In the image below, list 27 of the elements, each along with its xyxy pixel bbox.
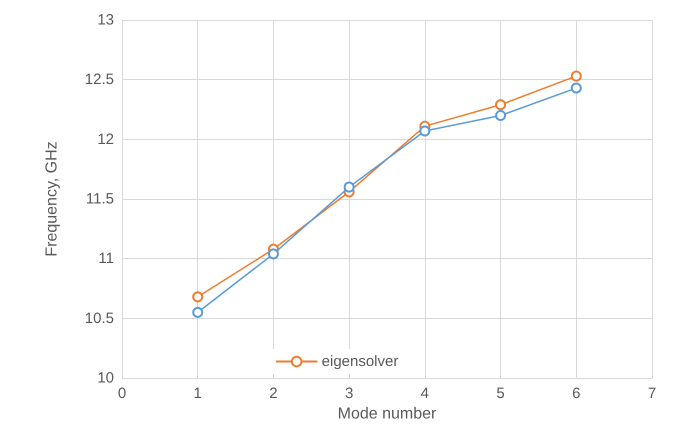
x-axis-title: Mode number	[338, 405, 438, 422]
point	[495, 99, 506, 110]
point	[495, 110, 506, 121]
y-axis-title: Frequency, GHz	[44, 141, 60, 257]
point	[344, 182, 355, 193]
point	[192, 291, 204, 302]
y-tick-label: 13	[97, 12, 114, 28]
x-tick-label: 0	[118, 385, 126, 402]
point	[268, 248, 279, 260]
point	[419, 125, 430, 136]
x-tick-label: 6	[572, 385, 580, 402]
point	[192, 306, 204, 318]
y-tick-label: 11	[98, 250, 114, 268]
x-tick-label: 5	[496, 385, 505, 402]
y-tick-label: 12	[97, 130, 114, 148]
x-tick-label: 1	[194, 385, 202, 402]
x-tick-label: 3	[344, 385, 354, 402]
y-tick-label: 11.5	[86, 190, 114, 208]
legend-label: eigensolver	[322, 353, 398, 370]
point	[570, 70, 582, 82]
x-tick-label: 4	[420, 385, 430, 402]
point	[570, 82, 582, 94]
y-tick-label: 10.5	[84, 310, 114, 327]
x-tick-label: 2	[269, 385, 278, 402]
y-tick-label: 12.5	[84, 71, 114, 88]
x-tick-label: 7	[648, 385, 656, 402]
y-tick-label: 10	[97, 370, 114, 386]
